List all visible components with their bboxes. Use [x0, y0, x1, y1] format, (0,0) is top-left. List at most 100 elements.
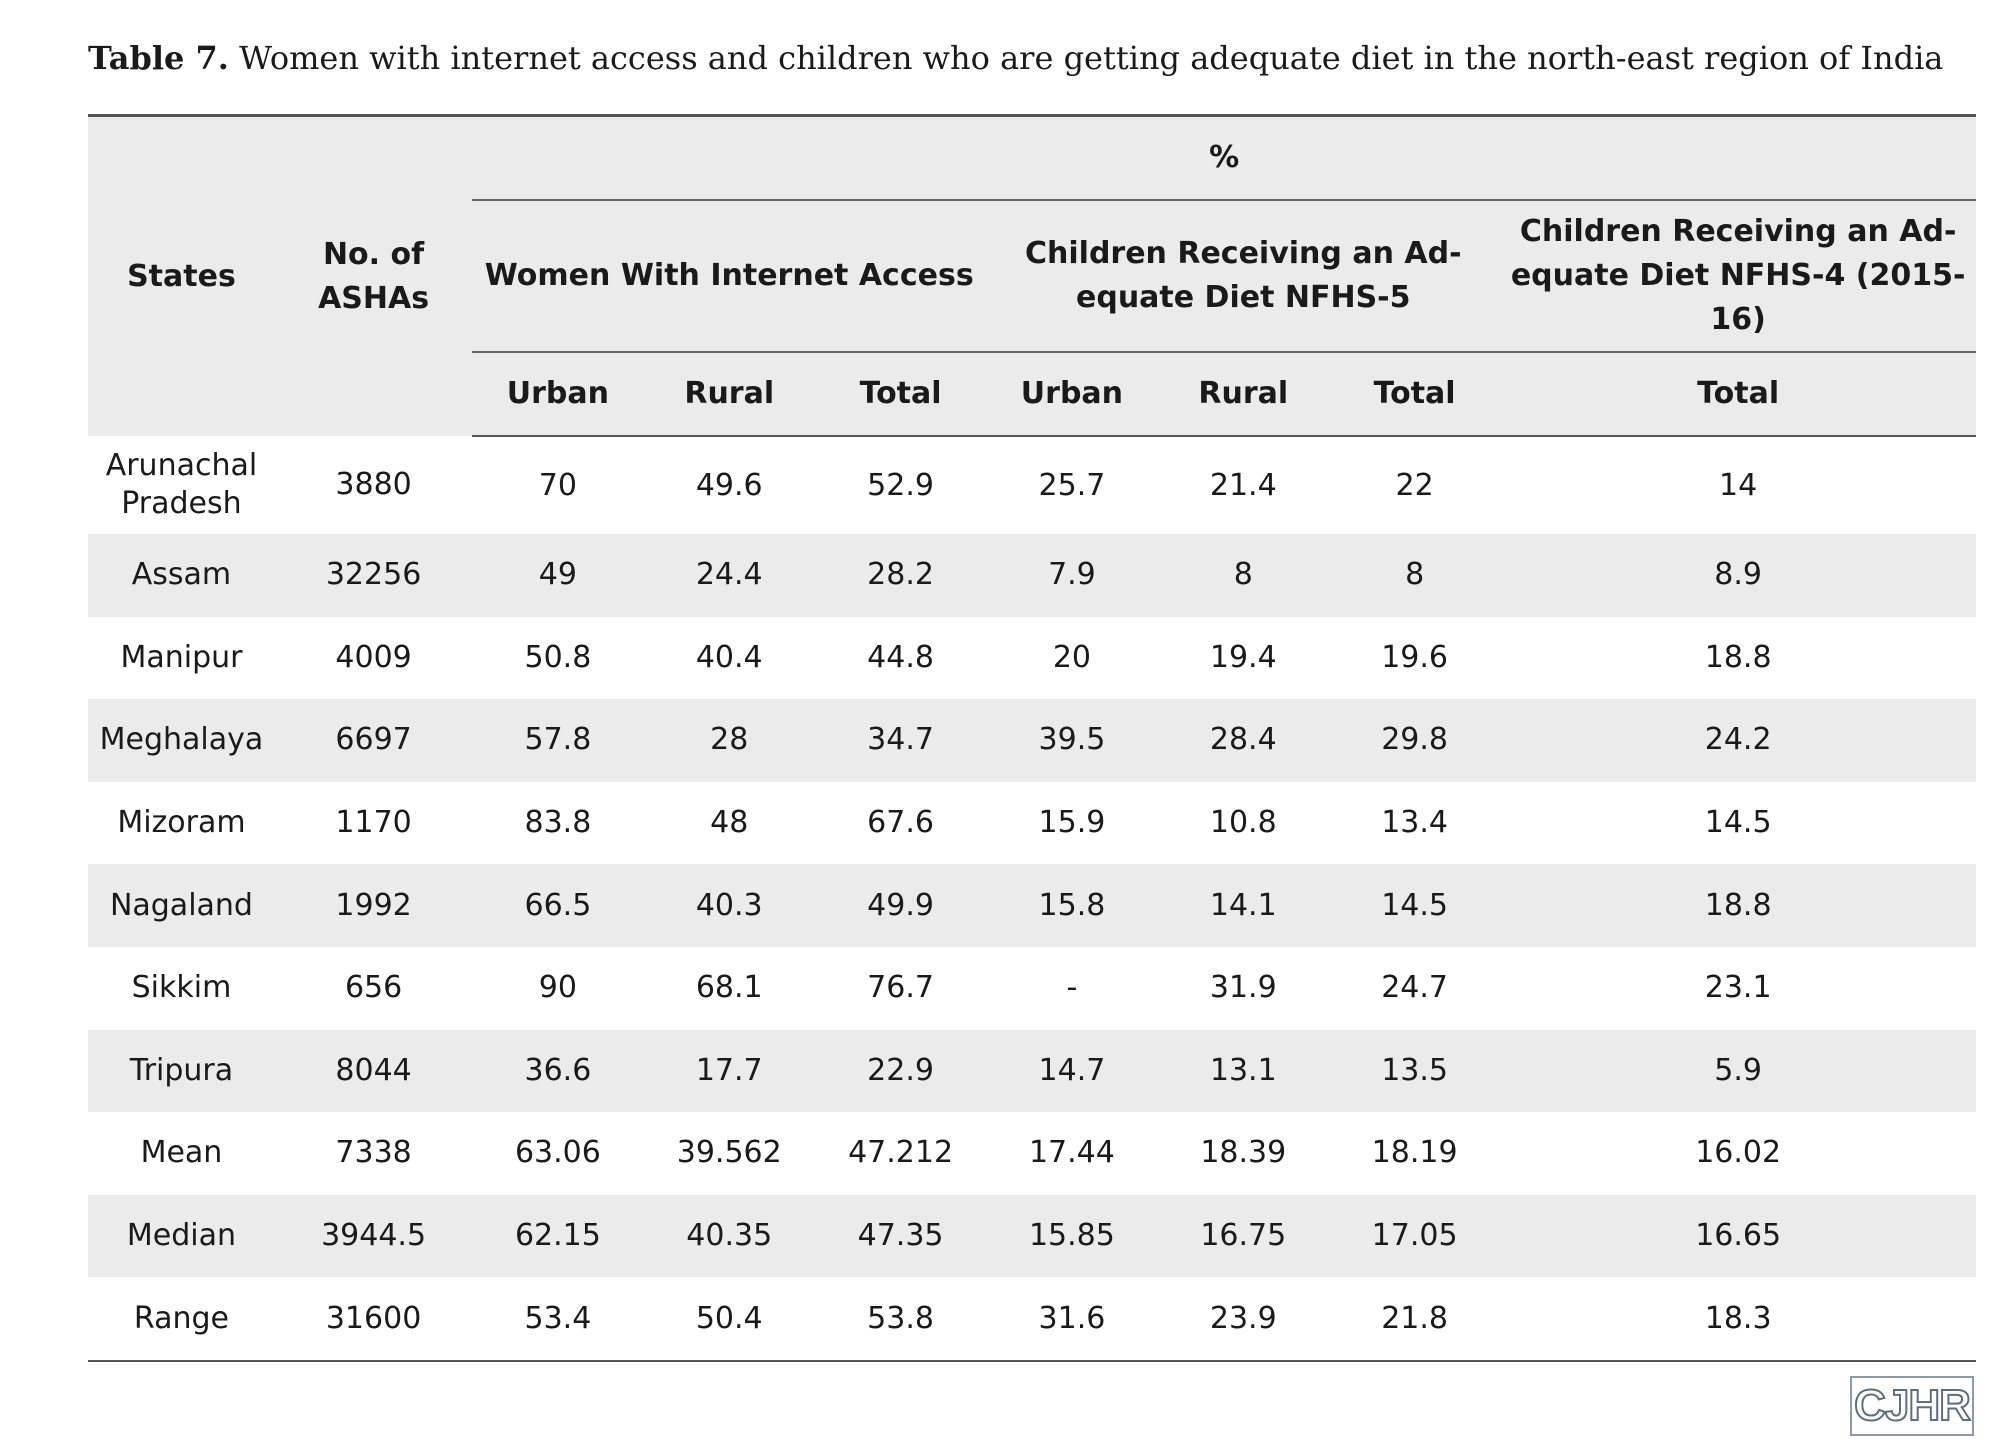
table-cell: 3944.5 [274, 1194, 473, 1278]
table-cell: 24.2 [1500, 699, 1976, 782]
table-cell: 18.3 [1500, 1277, 1976, 1362]
data-table: States No. of ASHAs % Women With Interne… [88, 114, 1976, 1362]
table-cell: 16.65 [1500, 1194, 1976, 1278]
header-group-nfhs4: Children Receiving an Ad-equate Diet NFH… [1500, 200, 1976, 353]
table-row: Assam 32256 49 24.4 28.2 7.9 8 8 8.9 [88, 534, 1976, 617]
row-label-cell: Assam [88, 534, 275, 617]
journal-logo: CJHR [1850, 1376, 1974, 1436]
table-cell: 18.39 [1200, 1135, 1287, 1171]
table-cell: 21.4 [1209, 467, 1277, 503]
table-row: Sikkim 656 90 68.1 76.7 - 31.9 24.7 23.1 [88, 947, 1976, 1030]
table-cell: 16.75 [1157, 1194, 1329, 1278]
header-sub: Urban [986, 352, 1158, 437]
table-row: Tripura 8044 36.6 17.7 22.9 14.7 13.1 13.5 5.9 [88, 1029, 1976, 1113]
table-body: Arunachal Pradesh 3880 70 49.6 52.9 25.7 21.4 2… [88, 436, 1976, 1362]
table-cell: 50.8 [524, 639, 592, 675]
table-cell: 25.7 [1038, 467, 1106, 503]
table-cell: 48 [710, 805, 749, 841]
row-label-cell: Range [88, 1277, 275, 1362]
header-row-groups: Women With Internet Access Children Rece… [88, 200, 1976, 353]
table-cell: 70 [538, 467, 577, 503]
table-cell: 76.7 [867, 970, 934, 1006]
table-cell: 1992 [274, 864, 473, 947]
table-cell: 19.4 [1209, 639, 1277, 675]
table-cell: 14.5 [1328, 864, 1501, 947]
table-cell: 14 [1719, 467, 1758, 503]
row-label-cell: Sikkim [131, 970, 232, 1006]
table-cell: 18.8 [1500, 864, 1976, 947]
table-cell: 83.8 [524, 805, 592, 841]
row-label-cell: Nagaland [88, 864, 275, 947]
table-cell: 16.02 [1695, 1135, 1782, 1171]
table-cell: 63.06 [514, 1135, 601, 1171]
header-group-nfhs5: Children Receiving an Ad-equate Diet NFH… [986, 200, 1501, 353]
header-sub: Rural [643, 352, 815, 437]
table-cell: 28.4 [1157, 699, 1329, 782]
table-cell: 20 [1052, 639, 1092, 675]
header-percent: % [472, 115, 1976, 201]
table-cell: 656 [344, 970, 403, 1006]
table-cell: 19.6 [1381, 639, 1448, 675]
table-cell: 17.44 [1028, 1135, 1115, 1171]
table-cell: 67.6 [867, 805, 934, 841]
table-cell: 40.4 [695, 639, 763, 675]
table-cell: 47.35 [814, 1194, 987, 1278]
table-cell: 32256 [274, 534, 473, 617]
row-label-cell: Mizoram [117, 805, 246, 841]
table-cell: 49 [472, 534, 644, 617]
table-cell: 22.9 [814, 1029, 987, 1113]
table-cell: 15.9 [1038, 805, 1106, 841]
table-cell: 40.3 [643, 864, 815, 947]
table-row: Mean 7338 63.06 39.562 47.212 17.44 18.39 18.19… [88, 1112, 1976, 1195]
table-cell: 29.8 [1328, 699, 1501, 782]
header-states: States [88, 115, 275, 436]
table-cell: 31.6 [986, 1277, 1158, 1362]
table-cell: 14.7 [986, 1029, 1158, 1113]
table-cell: 23.1 [1704, 970, 1772, 1006]
table-cell: 24.7 [1381, 970, 1448, 1006]
table-row: Meghalaya 6697 57.8 28 34.7 39.5 28.4 29.8 24.2 [88, 699, 1976, 782]
table-row: Arunachal Pradesh 3880 70 49.6 52.9 25.7 21.4 2… [88, 436, 1976, 534]
table-cell: 47.212 [848, 1135, 954, 1171]
table-cell: 15.8 [986, 864, 1158, 947]
header-sub: Rural [1157, 352, 1329, 437]
table-cell: 13.4 [1381, 805, 1448, 841]
row-label-cell: Arunachal Pradesh [105, 448, 258, 521]
table-cell: 22 [1395, 467, 1434, 503]
table-cell: 8 [1157, 534, 1329, 617]
table-cell: 31.9 [1209, 970, 1277, 1006]
table-cell: 3880 [335, 467, 412, 502]
table-row: Nagaland 1992 66.5 40.3 49.9 15.8 14.1 14.5 18.8 [88, 864, 1976, 947]
table-header: States No. of ASHAs % Women With Interne… [88, 115, 1976, 437]
table-cell: 28 [643, 699, 815, 782]
header-sub: Total [1500, 352, 1976, 437]
table-cell: 31600 [274, 1277, 473, 1362]
table-cell: 17.7 [643, 1029, 815, 1113]
row-label-cell: Mean [140, 1135, 223, 1171]
table-cell: 39.5 [986, 699, 1158, 782]
table-cell: 36.6 [472, 1029, 644, 1113]
row-label-cell: Tripura [88, 1029, 275, 1113]
table-cell: 18.8 [1704, 639, 1772, 675]
table-row: Median 3944.5 62.15 40.35 47.35 15.85 16.75 17.… [88, 1194, 1976, 1278]
table-cell: 7.9 [986, 534, 1158, 617]
table-caption-text: Women with internet access and children … [239, 39, 1944, 77]
table-cell: 53.8 [814, 1277, 987, 1362]
header-row-percent: States No. of ASHAs % [88, 115, 1976, 436]
table-cell: 21.8 [1328, 1277, 1501, 1362]
table-cell: 13.5 [1328, 1029, 1501, 1113]
table-cell: 7338 [335, 1135, 412, 1171]
table-row: Mizoram 1170 83.8 48 67.6 15.9 10.8 13.4 14.5 [88, 782, 1976, 865]
table-cell: 49.9 [814, 864, 987, 947]
table-cell: 14.5 [1704, 805, 1772, 841]
table-cell: 14.1 [1157, 864, 1329, 947]
table-cell: 10.8 [1209, 805, 1277, 841]
row-label-cell: Median [88, 1194, 275, 1278]
header-sub: Urban [472, 352, 644, 437]
table-cell: 52.9 [867, 467, 934, 503]
table-cell: 8 [1328, 534, 1501, 617]
table-caption-label: Table 7. [88, 39, 229, 77]
header-group-internet: Women With Internet Access [472, 200, 987, 353]
table-caption: Table 7. Women with internet access and … [88, 36, 1968, 80]
table-cell: 68.1 [695, 970, 763, 1006]
